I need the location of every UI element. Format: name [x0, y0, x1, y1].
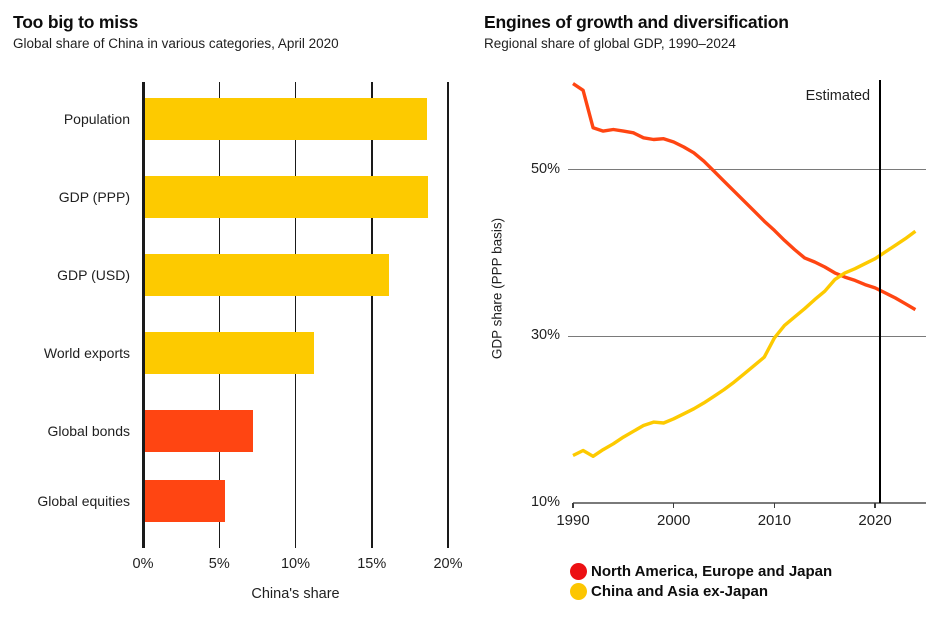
legend-item: China and Asia ex-Japan [570, 582, 768, 600]
line-chart-gridline [568, 169, 926, 170]
line-chart-x-tick-label: 2010 [757, 512, 792, 529]
legend-dot-red [570, 562, 587, 580]
line-chart-y-axis-title: GDP share (PPP basis) [489, 217, 505, 360]
line-chart-x-tick-label: 2020 [858, 512, 892, 529]
bar-chart-gridline [371, 82, 373, 548]
bar-chart-x-tick-label: 10% [280, 556, 311, 572]
bar-global-equities [144, 480, 226, 522]
line-chart-y-tick-label: 30% [530, 327, 560, 344]
line-chart-y-tick-label: 50% [530, 160, 560, 177]
bar-category-label: Population [63, 111, 130, 127]
line-chart-x-axis-tick [773, 503, 776, 508]
bar-population [144, 98, 427, 140]
legend-label: North America, Europe and Japan [591, 562, 833, 580]
bar-chart-gridline [447, 82, 449, 548]
bar-category-label: GDP (USD) [57, 267, 130, 283]
bar-chart-y-axis-line [141, 82, 145, 548]
bar-category-label: GDP (PPP) [58, 189, 130, 205]
line-chart-x-axis-line [573, 502, 926, 504]
bar-category-label: Global bonds [47, 423, 130, 439]
bar-world-exports [144, 332, 314, 374]
series-line-north-america-europe-japan [572, 82, 917, 312]
bar-gdp-ppp- [144, 176, 429, 218]
legend-dot-yellow [570, 582, 587, 600]
line-chart-x-tick-label: 2000 [657, 512, 691, 529]
bar-chart-x-tick-label: 5% [208, 556, 230, 572]
right-chart-subtitle: Regional share of global GDP, 1990–2024 [484, 36, 736, 51]
bar-category-label: World exports [43, 345, 130, 361]
estimated-label: Estimated [805, 88, 871, 104]
bar-chart-x-axis-title: China's share [251, 586, 340, 602]
line-chart-x-axis-tick [874, 503, 876, 508]
estimated-divider-line [878, 80, 882, 503]
line-chart-y-tick-label: 10% [530, 494, 560, 510]
bar-category-label: Global equities [37, 493, 130, 509]
legend-label: China and Asia ex-Japan [591, 582, 768, 600]
bar-chart-gridline [218, 82, 220, 548]
series-line-china-asia-ex-japan [572, 229, 917, 458]
line-chart-x-tick-label: 1990 [556, 512, 590, 529]
bar-chart-x-tick-label: 20% [433, 556, 463, 572]
bar-chart-x-tick-label: 0% [132, 556, 154, 572]
left-chart-title: Too big to miss [13, 12, 139, 32]
line-chart-x-axis-tick [572, 503, 574, 508]
left-chart-subtitle: Global share of China in various categor… [13, 36, 339, 51]
bar-chart-gridline [294, 82, 297, 548]
right-chart-title: Engines of growth and diversification [484, 12, 789, 32]
bar-gdp-usd- [144, 254, 389, 296]
line-chart-x-axis-tick [672, 503, 675, 508]
bar-global-bonds [144, 410, 253, 452]
bar-chart-x-tick-label: 15% [357, 556, 387, 572]
line-chart-gridline [568, 335, 926, 337]
legend-item: North America, Europe and Japan [570, 562, 832, 580]
